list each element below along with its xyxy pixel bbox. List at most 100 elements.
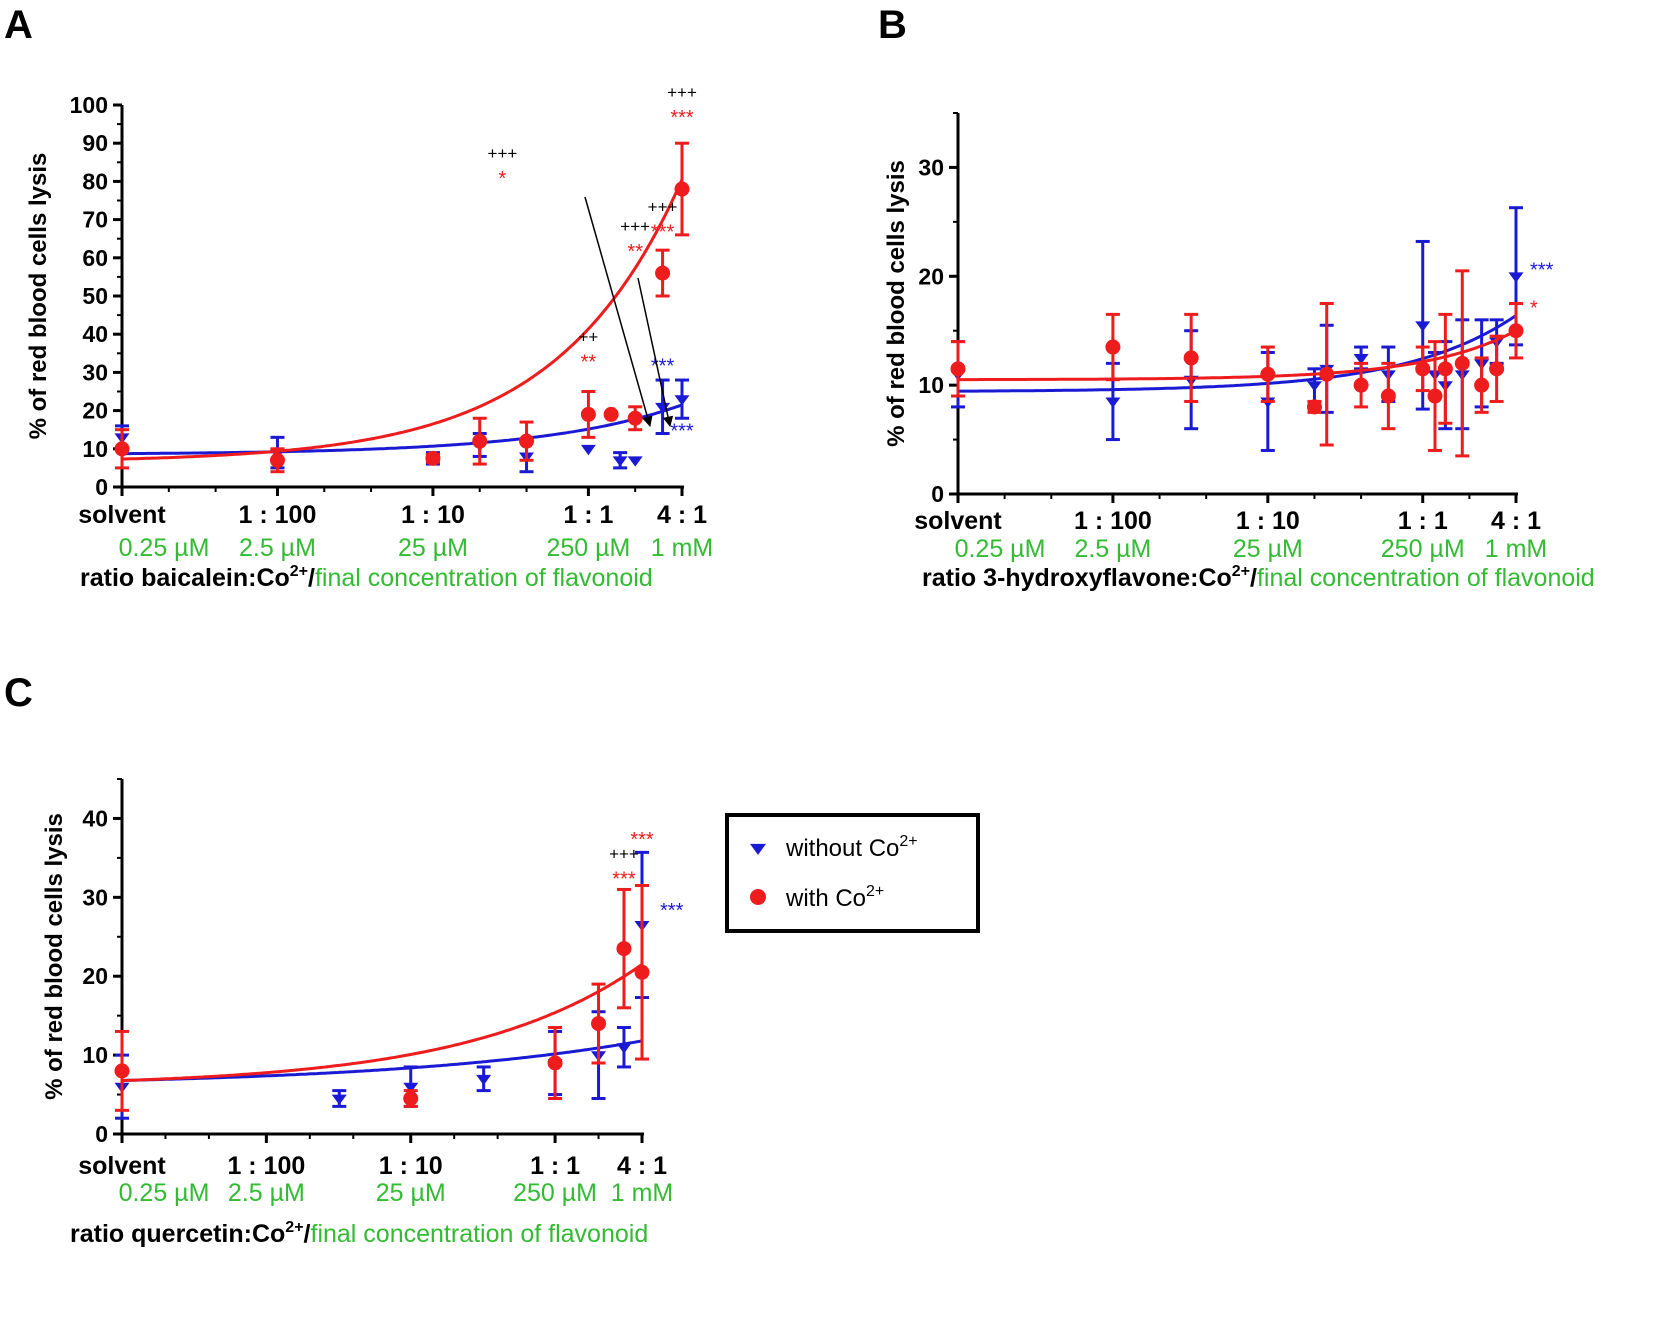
legend-box xyxy=(725,813,980,933)
panel-a-sig-plus-4: +++ xyxy=(488,144,518,163)
panel-a-sig-stars-6: *** xyxy=(670,420,694,442)
panel-a-ytick-label-2: 20 xyxy=(82,398,108,424)
panel-b-ytick-label-2: 20 xyxy=(918,263,944,289)
panel-b-xtick-ratio-3: 1 : 1 xyxy=(1398,507,1448,535)
panel-b-xtick-conc-0: 0.25 µM xyxy=(955,535,1046,563)
panel-b-point-without-6 xyxy=(1353,354,1369,365)
panel-b-y-axis-title: % of red blood cells lysis xyxy=(883,160,910,447)
panel-c-ytick-label-0: 0 xyxy=(95,1121,108,1147)
panel-a-point-with-5 xyxy=(580,406,596,422)
panel-b-point-without-1 xyxy=(1105,397,1121,408)
panel-b-xtick-ratio-0: solvent xyxy=(914,507,1002,535)
panel-a-sig-plus-3: ++ xyxy=(578,328,598,347)
panel-a-ytick-label-3: 30 xyxy=(82,359,108,385)
panel-c-sig-plus-0: +++ xyxy=(609,845,639,864)
panel-c-sig-stars-1: *** xyxy=(630,829,654,851)
panel-b-point-with-3 xyxy=(1260,366,1276,382)
panel-a-point-without-7 xyxy=(627,456,643,467)
panel-a-fit-with xyxy=(122,178,684,461)
panel-b-xtick-ratio-4: 4 : 1 xyxy=(1491,507,1541,535)
panel-a-xtick-ratio-4: 4 : 1 xyxy=(657,501,707,529)
panel-a-xtick-ratio-3: 1 : 1 xyxy=(563,501,613,529)
panel-a-point-without-5 xyxy=(580,444,596,456)
panel-b-point-with-4 xyxy=(1306,399,1322,415)
panel-a-ytick-label-0: 0 xyxy=(95,474,108,500)
panel-b-sig-stars-1: * xyxy=(1530,297,1538,319)
panel-c-ytick-label-1: 10 xyxy=(82,1042,108,1068)
panel-b-point-without-14 xyxy=(1508,272,1524,283)
legend-label-with: with Co2+ xyxy=(785,883,884,912)
panel-b-xtick-ratio-1: 1 : 100 xyxy=(1074,507,1152,535)
panel-a-xtick-ratio-1: 1 : 100 xyxy=(239,501,317,529)
panel-a-xtick-conc-0: 0.25 µM xyxy=(119,534,210,562)
panel-b-xtick-conc-4: 1 mM xyxy=(1485,535,1548,563)
panel-a-sig-stars-3: ** xyxy=(581,352,597,374)
panel-c-point-with-3 xyxy=(591,1016,607,1032)
panel-b-xtick-conc-2: 25 µM xyxy=(1233,535,1303,563)
panel-a-point-with-4 xyxy=(519,433,535,449)
panel-c-ytick-label-4: 40 xyxy=(82,805,108,831)
panel-c-fit-with xyxy=(121,963,643,1083)
panel-b-xtick-conc-1: 2.5 µM xyxy=(1074,535,1151,563)
panel-a-fit-without xyxy=(122,403,683,456)
panel-b-point-with-12 xyxy=(1474,377,1490,393)
panel-a-point-with-2 xyxy=(425,450,441,466)
panel-c-xtick-ratio-3: 1 : 1 xyxy=(530,1152,580,1180)
panel-b-point-with-0 xyxy=(950,361,966,377)
panel-a-ytick-label-10: 100 xyxy=(70,92,108,118)
panel-label-b: B xyxy=(878,3,907,47)
panel-b-point-with-11 xyxy=(1454,355,1470,371)
panel-c-point-without-2 xyxy=(403,1082,419,1094)
panel-a-sig-plus-2: +++ xyxy=(620,217,650,236)
panel-c-xtick-conc-3: 250 µM xyxy=(513,1179,597,1207)
panel-b-point-without-4 xyxy=(1306,381,1322,392)
panel-b-xtick-conc-3: 250 µM xyxy=(1381,535,1465,563)
panel-c-point-with-2 xyxy=(547,1055,563,1071)
panel-c-xtick-ratio-4: 4 : 1 xyxy=(617,1152,667,1180)
panel-c-point-without-6 xyxy=(616,1043,632,1054)
panel-c-xtick-conc-4: 1 mM xyxy=(611,1179,674,1207)
legend: without Co2+ with Co2+ xyxy=(725,813,980,933)
panel-c-xtick-ratio-1: 1 : 100 xyxy=(227,1152,305,1180)
panel-c-point-without-1 xyxy=(331,1094,347,1105)
panel-a-sig-stars-5: *** xyxy=(651,355,675,377)
panel-b-ytick-label-0: 0 xyxy=(931,481,944,507)
panel-b-point-with-2 xyxy=(1183,350,1199,366)
panel-a-ytick-label-8: 80 xyxy=(82,168,108,194)
panel-c-xtick-conc-1: 2.5 µM xyxy=(228,1179,305,1207)
panel-label-a: A xyxy=(4,3,33,47)
panel-a-sig-plus-0: +++ xyxy=(667,83,697,102)
panel-a-point-with-3 xyxy=(472,433,488,449)
panel-b-xtick-ratio-2: 1 : 10 xyxy=(1236,507,1300,535)
panel-c-ytick-label-2: 20 xyxy=(82,963,108,989)
legend-marker-without xyxy=(750,843,766,855)
panel-a-ytick-label-4: 40 xyxy=(82,321,108,347)
panel-b-point-with-7 xyxy=(1380,388,1396,404)
panel-c-sig-stars-0: *** xyxy=(612,869,636,891)
panel-a-point-with-9 xyxy=(674,181,690,197)
panel-b-point-without-8 xyxy=(1415,321,1431,332)
panel-c-xtick-conc-2: 25 µM xyxy=(376,1179,446,1207)
panel-a-y-axis-title: % of red blood cells lysis xyxy=(25,153,52,440)
panel-b-point-with-6 xyxy=(1353,377,1369,393)
panel-a-ytick-label-7: 70 xyxy=(82,207,108,233)
panel-a-xtick-ratio-0: solvent xyxy=(78,501,166,529)
panel-c-point-without-3 xyxy=(476,1074,492,1086)
panel-a-ytick-label-5: 50 xyxy=(82,283,108,309)
panel-b-point-with-9 xyxy=(1427,388,1443,404)
panel-b-point-with-10 xyxy=(1437,361,1453,377)
panel-b-ytick-label-3: 30 xyxy=(918,154,944,180)
panel-a-sig-stars-0: *** xyxy=(670,107,694,129)
panel-b-point-with-1 xyxy=(1105,339,1121,355)
panel-a-point-with-8 xyxy=(655,265,671,281)
panel-a-point-with-6 xyxy=(603,406,619,422)
panel-a-x-axis-title: ratio baicalein:Co2+/final concentration… xyxy=(80,563,653,592)
panel-a-point-with-7 xyxy=(627,410,643,426)
panel-a-chart: 0 10 20 30 40 50 60 70 80 90 100 solvent 0.25 µM 1 : … xyxy=(25,83,713,592)
panel-c-xtick-ratio-0: solvent xyxy=(78,1152,166,1180)
panel-b-point-with-14 xyxy=(1508,323,1524,339)
panel-a-sig-stars-1: *** xyxy=(651,222,675,244)
panel-a-point-with-0 xyxy=(114,441,130,457)
